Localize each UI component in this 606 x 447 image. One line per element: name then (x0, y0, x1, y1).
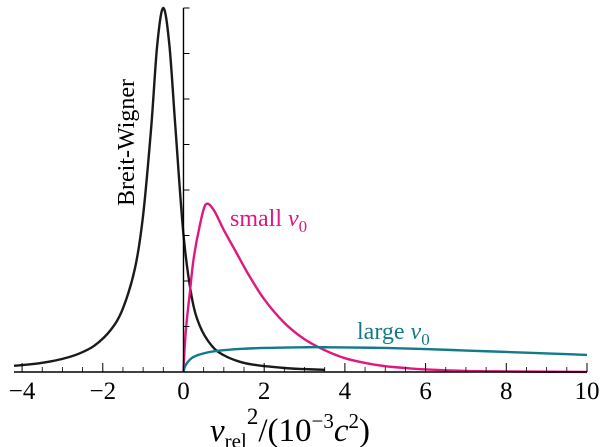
axes-group (14, 8, 587, 373)
ticks-group: −4 −2 0 2 4 6 8 10 (9, 7, 600, 405)
x-tick-label: 2 (258, 378, 271, 405)
curves-group (13, 6, 588, 374)
curve-breit-wigner (13, 6, 325, 372)
series-label-small-v0-sub: 0 (299, 217, 308, 236)
xlabel-sup2: −3 (311, 409, 333, 433)
series-label-breit-wigner: Breit-Wigner (114, 79, 140, 206)
curve-large-v0 (182, 346, 588, 373)
x-tick-label: 0 (177, 378, 190, 405)
curve-small-v0 (182, 202, 588, 374)
xlabel-sup3: 2 (348, 409, 359, 433)
series-label-large-v0-sub: 0 (421, 330, 430, 349)
x-tick-label: −2 (89, 378, 116, 405)
xlabel-mid: /(10 (258, 413, 311, 447)
x-axis-label: vrel2/(10−3c2) (210, 404, 370, 447)
x-tick-label: 10 (575, 378, 600, 405)
xlabel-sub: rel (225, 429, 247, 447)
x-tick-label: 6 (419, 378, 432, 405)
series-label-large-v0-var: v (411, 319, 422, 345)
series-label-small-v0-var: v (288, 206, 299, 232)
xlabel-c: c (334, 413, 349, 447)
series-label-small-v0-base: small (230, 206, 288, 232)
x-tick-label: 4 (339, 378, 352, 405)
xlabel-close: ) (359, 413, 370, 447)
series-label-large-v0-base: large (357, 319, 411, 345)
xlabel-sup1: 2 (247, 404, 259, 429)
x-tick-label: −4 (9, 378, 36, 405)
xlabel-v: v (210, 413, 225, 447)
series-label-small-v0: small v0 (230, 206, 307, 236)
x-tick-label: 8 (500, 378, 513, 405)
series-label-large-v0: large v0 (357, 319, 430, 349)
